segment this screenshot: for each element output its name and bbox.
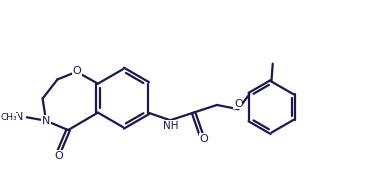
Text: NH: NH (163, 121, 179, 131)
Text: N: N (42, 116, 50, 126)
Text: N: N (15, 112, 23, 122)
Text: O: O (72, 66, 81, 76)
Text: O: O (234, 99, 243, 109)
Text: O: O (199, 134, 208, 144)
Text: CH₃: CH₃ (1, 113, 17, 122)
Text: O: O (55, 151, 63, 161)
